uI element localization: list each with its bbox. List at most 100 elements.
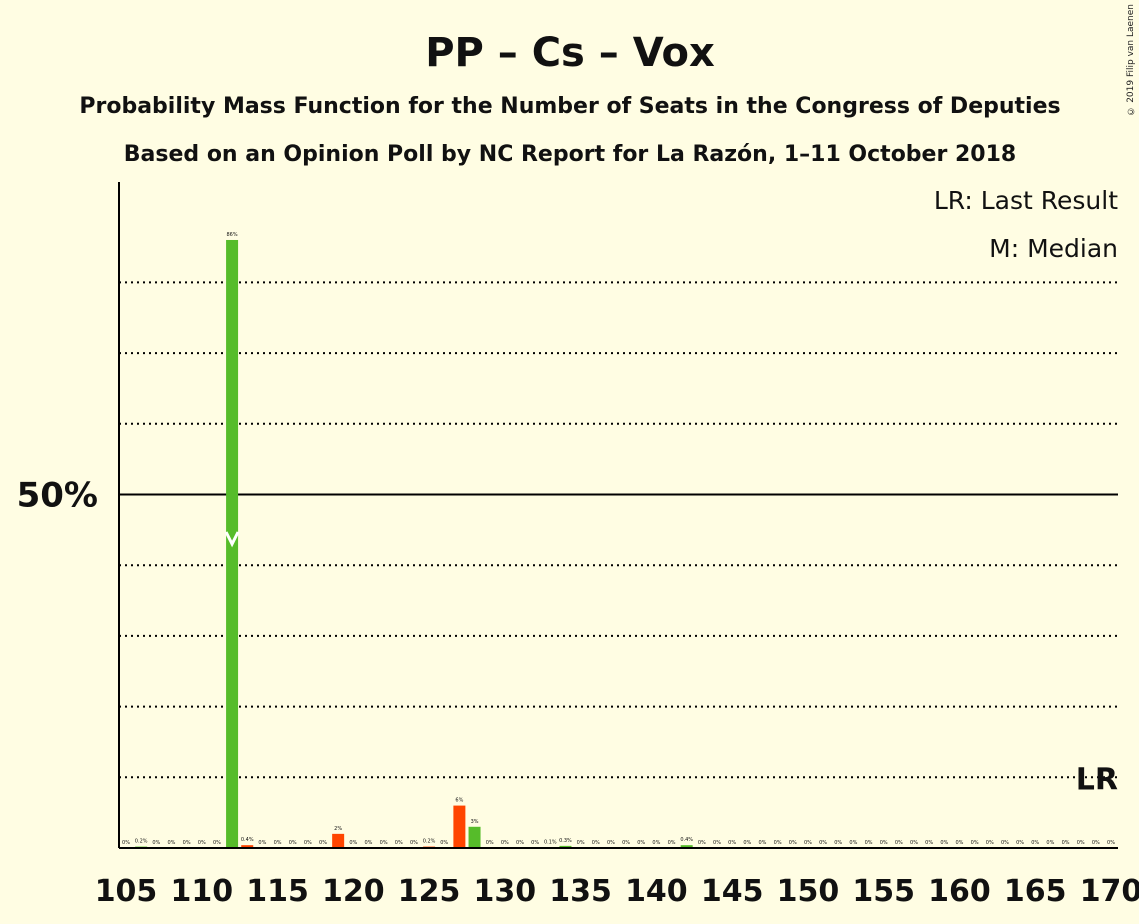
bar-seat-113 bbox=[241, 845, 254, 848]
bar-label-seat-130: 0% bbox=[501, 840, 509, 846]
bar-seat-134 bbox=[559, 845, 572, 848]
bar-label-seat-145: 0% bbox=[728, 840, 736, 846]
x-tick-label-110: 110 bbox=[170, 874, 233, 909]
bar-label-seat-155: 0% bbox=[880, 840, 888, 846]
x-tick-label-165: 165 bbox=[1004, 874, 1067, 909]
bar-label-seat-144: 0% bbox=[713, 840, 721, 846]
x-tick-label-170: 170 bbox=[1080, 874, 1139, 909]
bar-label-seat-118: 0% bbox=[319, 840, 327, 846]
bar-label-seat-165: 0% bbox=[1031, 840, 1039, 846]
bar-label-seat-138: 0% bbox=[622, 840, 630, 846]
chart-title: PP – Cs – Vox bbox=[425, 30, 715, 76]
bar-label-seat-115: 0% bbox=[274, 840, 282, 846]
bar-label-seat-146: 0% bbox=[743, 840, 751, 846]
y-tick-label-50: 50% bbox=[17, 476, 98, 516]
bar-label-seat-153: 0% bbox=[849, 840, 857, 846]
bar-label-seat-167: 0% bbox=[1062, 840, 1070, 846]
bar-seat-142 bbox=[680, 845, 693, 848]
x-tick-label-120: 120 bbox=[322, 874, 385, 909]
gridlines bbox=[119, 281, 1118, 779]
x-tick-label-115: 115 bbox=[246, 874, 309, 909]
bar-label-seat-149: 0% bbox=[789, 840, 797, 846]
bar-label-seat-154: 0% bbox=[865, 840, 873, 846]
x-tick-label-125: 125 bbox=[398, 874, 461, 909]
bar-label-seat-133: 0.1% bbox=[544, 839, 557, 845]
bar-label-seat-106: 0.2% bbox=[135, 839, 148, 845]
bar-label-seat-121: 0% bbox=[364, 840, 372, 846]
bar-label-seat-162: 0% bbox=[986, 840, 994, 846]
bar-label-seat-129: 0% bbox=[486, 840, 494, 846]
bar-label-seat-156: 0% bbox=[895, 840, 903, 846]
bar-seat-127 bbox=[453, 805, 466, 848]
bar-label-seat-110: 0% bbox=[198, 840, 206, 846]
last-result-marker-label: LR bbox=[1076, 762, 1118, 797]
bar-label-seat-159: 0% bbox=[940, 840, 948, 846]
bar-label-seat-136: 0% bbox=[592, 840, 600, 846]
bar-label-seat-117: 0% bbox=[304, 840, 312, 846]
bar-label-seat-112: 86% bbox=[227, 232, 238, 238]
bar-label-seat-105: 0% bbox=[122, 840, 130, 846]
bar-label-seat-111: 0% bbox=[213, 840, 221, 846]
bar-label-seat-142: 0.4% bbox=[680, 837, 693, 843]
bar-label-seat-134: 0.3% bbox=[559, 838, 572, 844]
bar-label-seat-132: 0% bbox=[531, 840, 539, 846]
bar-labels-group: 0% 0.2% 0% 0% 0% 0% 0% 86% 0.4% 0% 0% 0% 0% 0% 2% 0% 0% 0… bbox=[122, 232, 1115, 846]
bar-label-seat-166: 0% bbox=[1046, 840, 1054, 846]
bar-label-seat-139: 0% bbox=[637, 840, 645, 846]
median-marker bbox=[224, 531, 240, 548]
x-tick-label-135: 135 bbox=[549, 874, 612, 909]
bar-label-seat-126: 0% bbox=[440, 840, 448, 846]
bar-label-seat-168: 0% bbox=[1077, 840, 1085, 846]
x-tick-label-150: 150 bbox=[777, 874, 840, 909]
bar-label-seat-108: 0% bbox=[167, 840, 175, 846]
bar-label-seat-128: 3% bbox=[471, 819, 479, 825]
bar-label-seat-169: 0% bbox=[1092, 840, 1100, 846]
bar-label-seat-120: 0% bbox=[349, 840, 357, 846]
bar-label-seat-157: 0% bbox=[910, 840, 918, 846]
bar-seat-119 bbox=[332, 833, 345, 848]
bar-label-seat-140: 0% bbox=[652, 840, 660, 846]
bar-label-seat-160: 0% bbox=[955, 840, 963, 846]
bar-label-seat-147: 0% bbox=[758, 840, 766, 846]
chart-subtitle-source: Based on an Opinion Poll by NC Report fo… bbox=[124, 142, 1016, 167]
bar-label-seat-151: 0% bbox=[819, 840, 827, 846]
x-tick-label-105: 105 bbox=[95, 874, 158, 909]
bar-label-seat-150: 0% bbox=[804, 840, 812, 846]
bar-label-seat-152: 0% bbox=[834, 840, 842, 846]
x-tick-label-145: 145 bbox=[701, 874, 764, 909]
bar-label-seat-148: 0% bbox=[774, 840, 782, 846]
bar-label-seat-135: 0% bbox=[577, 840, 585, 846]
x-tick-label-130: 130 bbox=[474, 874, 537, 909]
legend-last-result: LR: Last Result bbox=[934, 186, 1118, 215]
bar-label-seat-163: 0% bbox=[1001, 840, 1009, 846]
x-tick-label-140: 140 bbox=[625, 874, 688, 909]
bar-label-seat-122: 0% bbox=[380, 840, 388, 846]
bar-seat-128 bbox=[468, 826, 481, 848]
bar-label-seat-124: 0% bbox=[410, 840, 418, 846]
bar-label-seat-113: 0.4% bbox=[241, 837, 254, 843]
bar-label-seat-116: 0% bbox=[289, 840, 297, 846]
x-tick-label-155: 155 bbox=[852, 874, 915, 909]
legend-median: M: Median bbox=[989, 234, 1118, 263]
chart-subtitle: Probability Mass Function for the Number… bbox=[79, 94, 1060, 119]
x-tick-labels: 105 110 115 120 125 130 135 140 145 150 155 160 165 1… bbox=[95, 874, 1139, 909]
bar-label-seat-164: 0% bbox=[1016, 840, 1024, 846]
bar-label-seat-119: 2% bbox=[334, 826, 342, 832]
bar-label-seat-127: 6% bbox=[455, 798, 463, 804]
x-tick-label-160: 160 bbox=[928, 874, 991, 909]
bar-label-seat-107: 0% bbox=[152, 840, 160, 846]
bar-label-seat-141: 0% bbox=[668, 840, 676, 846]
bar-label-seat-123: 0% bbox=[395, 840, 403, 846]
copyright-notice: © 2019 Filip van Laenen bbox=[1126, 4, 1136, 116]
bar-label-seat-158: 0% bbox=[925, 840, 933, 846]
bar-label-seat-109: 0% bbox=[183, 840, 191, 846]
bar-label-seat-161: 0% bbox=[971, 840, 979, 846]
bar-label-seat-125: 0.2% bbox=[423, 839, 436, 845]
bar-label-seat-143: 0% bbox=[698, 840, 706, 846]
bar-label-seat-114: 0% bbox=[258, 840, 266, 846]
bar-label-seat-170: 0% bbox=[1107, 840, 1115, 846]
bar-label-seat-131: 0% bbox=[516, 840, 524, 846]
bar-label-seat-137: 0% bbox=[607, 840, 615, 846]
